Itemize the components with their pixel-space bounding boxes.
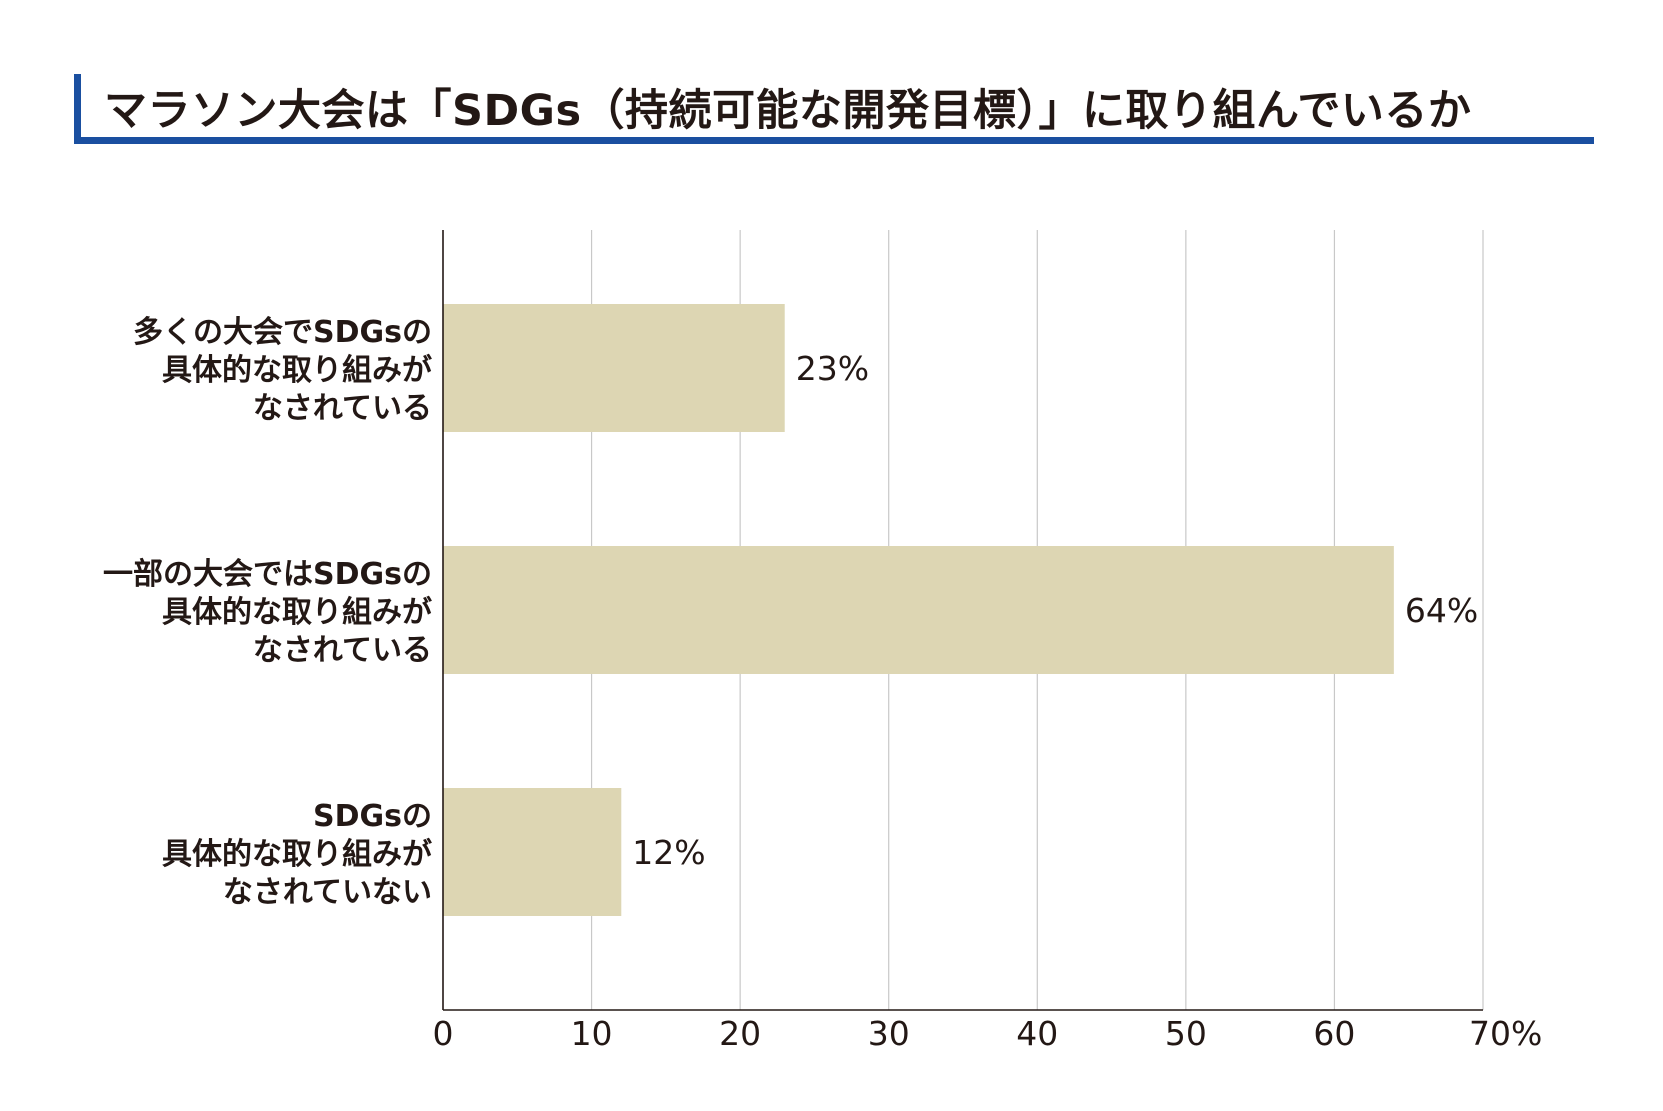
category-label: SDGsの [313,799,432,834]
category-label: なされていない [223,875,432,910]
bar [443,304,785,432]
value-label: 12% [632,833,705,872]
bar [443,788,622,916]
x-tick-label: 30 [868,1014,910,1053]
title-block: マラソン大会は「SDGs（持続可能な開発目標）」に取り組んでいるか [74,74,1594,144]
x-tick-label: 20 [719,1014,761,1053]
category-label: 具体的な取り組みが [162,595,432,630]
value-label: 64% [1405,591,1478,630]
value-label: 23% [796,349,869,388]
x-tick-label: 40 [1016,1014,1058,1053]
category-label: なされている [253,391,432,426]
chart-title: マラソン大会は「SDGs（持続可能な開発目標）」に取り組んでいるか [104,86,1472,136]
category-label: 一部の大会ではSDGsの [103,557,432,592]
category-label: 具体的な取り組みが [162,353,432,388]
title-underline [74,137,1594,144]
category-label: 多くの大会でSDGsの [133,315,432,350]
title-accent-bar [74,74,81,144]
bar [443,546,1394,674]
x-tick-label: 70% [1469,1014,1542,1053]
category-label: 具体的な取り組みが [162,837,432,872]
category-label: なされている [253,633,432,668]
x-tick-label: 50 [1165,1014,1207,1053]
x-tick-label: 0 [433,1014,454,1053]
x-tick-label: 10 [571,1014,613,1053]
x-tick-label: 60 [1313,1014,1355,1053]
